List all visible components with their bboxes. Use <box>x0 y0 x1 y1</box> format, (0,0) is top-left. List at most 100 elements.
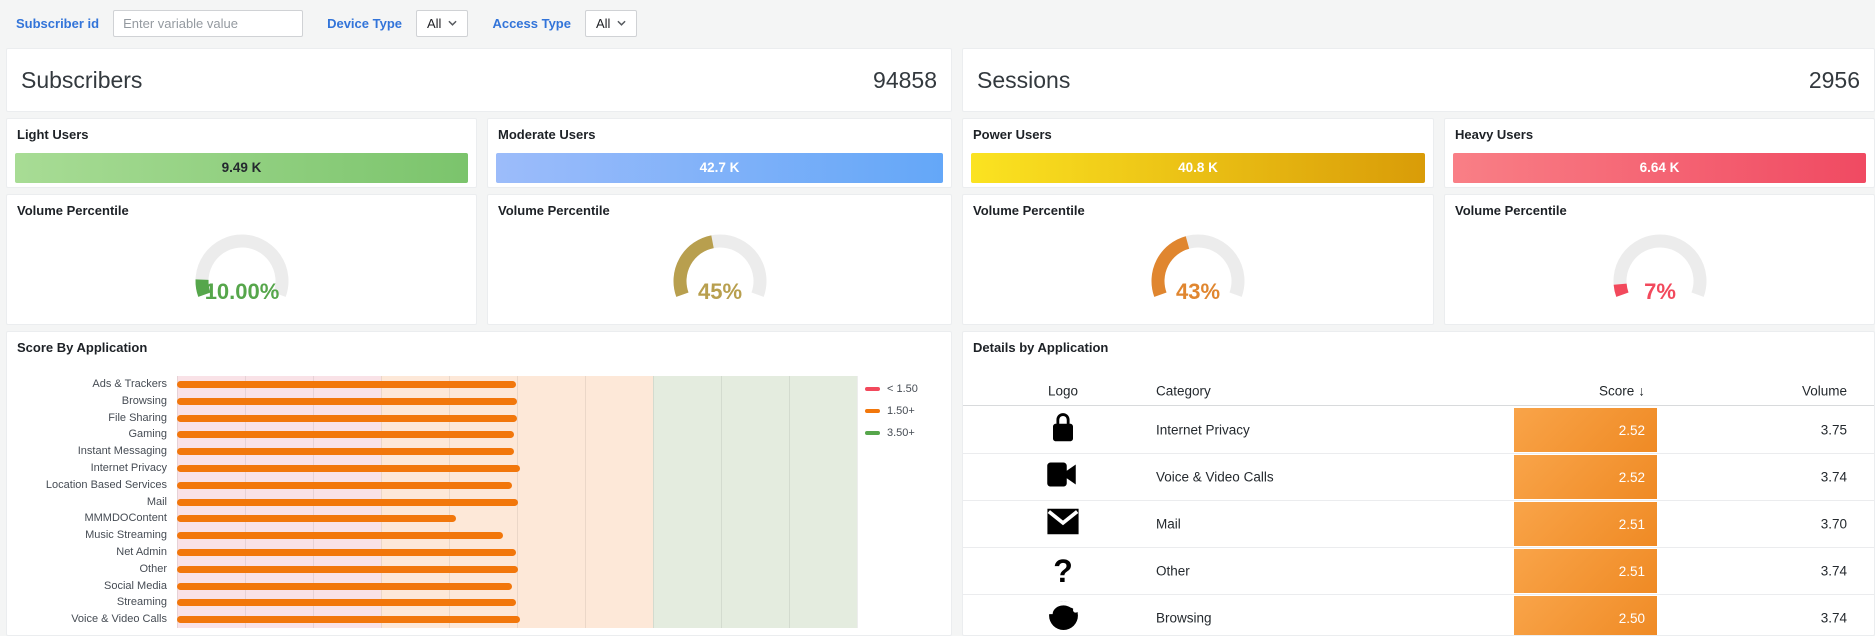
gauge-arc: 43% <box>1151 234 1245 304</box>
legend-item[interactable]: < 1.50 <box>865 378 918 400</box>
score-bar <box>177 599 516 607</box>
device-type-dropdown[interactable]: All <box>416 9 469 37</box>
score-bar <box>177 414 517 422</box>
volume-percentile-panel-power: Volume Percentile 43% <box>962 194 1434 325</box>
gauge-arc: 10.00% <box>195 234 288 304</box>
bar-category-label: File Sharing <box>108 411 167 424</box>
details-by-application-panel: Details by Application Logo Category Sco… <box>962 331 1875 636</box>
subscriber-id-input[interactable] <box>113 9 304 37</box>
score-bar <box>177 397 517 405</box>
gauge-heavy-users: 7% <box>1445 221 1874 324</box>
score-bar <box>177 498 519 506</box>
subscribers-value: 94858 <box>873 66 937 93</box>
moderate-users-panel: Moderate Users 42.7 K <box>487 118 952 188</box>
gridline <box>653 376 654 628</box>
heavy-users-title: Heavy Users <box>1455 127 1534 142</box>
x-axis-tick-label: 2 <box>446 634 452 635</box>
bar-category-label: Ads & Trackers <box>92 377 167 390</box>
sessions-panel: Sessions 2956 <box>962 48 1875 112</box>
threshold-band <box>653 376 857 628</box>
light-users-panel: Light Users 9.49 K <box>6 118 477 188</box>
score-bar <box>177 548 516 556</box>
question-mark-icon: ? <box>1029 555 1097 587</box>
category-cell: Internet Privacy <box>1156 422 1250 438</box>
score-by-application-panel: Score By Application Ads & Trackers Brows… <box>6 331 952 636</box>
x-axis-tick-label: 0.5 <box>237 634 252 635</box>
volume-cell: 3.70 <box>1820 516 1847 532</box>
volume-cell: 3.74 <box>1820 610 1847 626</box>
moderate-users-value-bar: 42.7 K <box>496 153 943 183</box>
legend-item[interactable]: 1.50+ <box>865 400 918 422</box>
access-type-label: Access Type <box>492 15 571 31</box>
score-cell: 2.51 <box>1514 502 1657 546</box>
score-cell: 2.51 <box>1514 549 1657 593</box>
x-axis-tick-label: 4.5 <box>781 634 796 635</box>
category-cell: Voice & Video Calls <box>1156 469 1274 485</box>
heavy-users-panel: Heavy Users 6.64 K <box>1444 118 1875 188</box>
moderate-users-title: Moderate Users <box>498 127 596 142</box>
x-axis-tick-label: 2.5 <box>509 634 524 635</box>
category-column-header[interactable]: Category <box>1156 383 1211 398</box>
score-bar <box>177 582 512 590</box>
gridline <box>789 376 790 628</box>
chevron-down-icon <box>448 20 458 26</box>
details-title: Details by Application <box>973 340 1109 355</box>
gauge-title: Volume Percentile <box>973 203 1085 218</box>
gridline <box>585 376 586 628</box>
x-axis-tick-label: 1 <box>310 634 316 635</box>
logo-column-header[interactable]: Logo <box>1047 383 1079 398</box>
gauge-value: 45% <box>697 279 741 304</box>
x-axis-tick-label: 0 <box>174 634 180 635</box>
score-cell: 2.52 <box>1514 455 1657 499</box>
lock-icon <box>1029 411 1097 450</box>
light-users-value-bar: 9.49 K <box>15 153 468 183</box>
gauge-arc: 7% <box>1613 234 1706 304</box>
table-row: Voice & Video Calls 2.52 3.74 <box>963 454 1874 501</box>
volume-column-header[interactable]: Volume <box>1801 383 1847 398</box>
sessions-value: 2956 <box>1808 66 1860 93</box>
score-column-header[interactable]: Score ↓ <box>1598 383 1645 398</box>
score-bar <box>177 532 504 540</box>
score-bar <box>177 380 516 388</box>
legend-label: 1.50+ <box>887 405 915 417</box>
bar-category-label: Instant Messaging <box>77 445 167 458</box>
volume-percentile-panel-moderate: Volume Percentile 45% <box>487 194 952 325</box>
device-type-label: Device Type <box>327 15 402 31</box>
score-bar <box>177 565 519 573</box>
table-body: Internet Privacy 2.52 3.75 Voice & Video Ca… <box>963 407 1874 635</box>
gauge-title: Volume Percentile <box>17 203 129 218</box>
volume-percentile-panel-heavy: Volume Percentile 7% <box>1444 194 1875 325</box>
legend-color-dash <box>865 409 880 413</box>
question-mark-icon: ? <box>1053 553 1073 589</box>
score-cell: 2.50 <box>1514 596 1657 635</box>
legend-item[interactable]: 3.50+ <box>865 422 918 444</box>
bar-category-label: Internet Privacy <box>90 461 167 474</box>
bar-chart-legend: < 1.50 1.50+ 3.50+ <box>865 378 918 444</box>
table-row: Mail 2.51 3.70 <box>963 501 1874 548</box>
light-users-title: Light Users <box>17 127 89 142</box>
bar-category-label: Social Media <box>104 579 167 592</box>
bar-category-label: Other <box>139 562 167 575</box>
score-bar <box>177 464 520 472</box>
x-axis-tick-label: 3.5 <box>645 634 660 635</box>
table-row: ? Other 2.51 3.74 <box>963 548 1874 595</box>
score-by-application-title: Score By Application <box>17 340 148 355</box>
gauge-arc: 45% <box>673 234 766 304</box>
x-axis-tick-label: 1.5 <box>373 634 388 635</box>
heavy-users-value-bar: 6.64 K <box>1453 153 1866 183</box>
table-header: Logo Category Score ↓ Volume <box>963 376 1874 406</box>
access-type-dropdown[interactable]: All <box>584 9 638 37</box>
score-bar <box>177 481 512 489</box>
dashboard-variables-bar: Subscriber id Device Type All Access Typ… <box>0 0 1875 46</box>
bar-category-label: MMMDOContent <box>84 512 167 525</box>
subscribers-title: Subscribers <box>21 66 143 93</box>
score-bar <box>177 448 515 456</box>
volume-percentile-panel-light: Volume Percentile 10.00% <box>6 194 477 325</box>
score-bar <box>177 515 456 523</box>
bar-chart-plot <box>177 376 858 628</box>
bar-category-label: Location Based Services <box>45 478 167 491</box>
volume-cell: 3.74 <box>1820 563 1847 579</box>
gauge-title: Volume Percentile <box>498 203 610 218</box>
gridline <box>857 376 858 628</box>
subscribers-panel: Subscribers 94858 <box>6 48 952 112</box>
